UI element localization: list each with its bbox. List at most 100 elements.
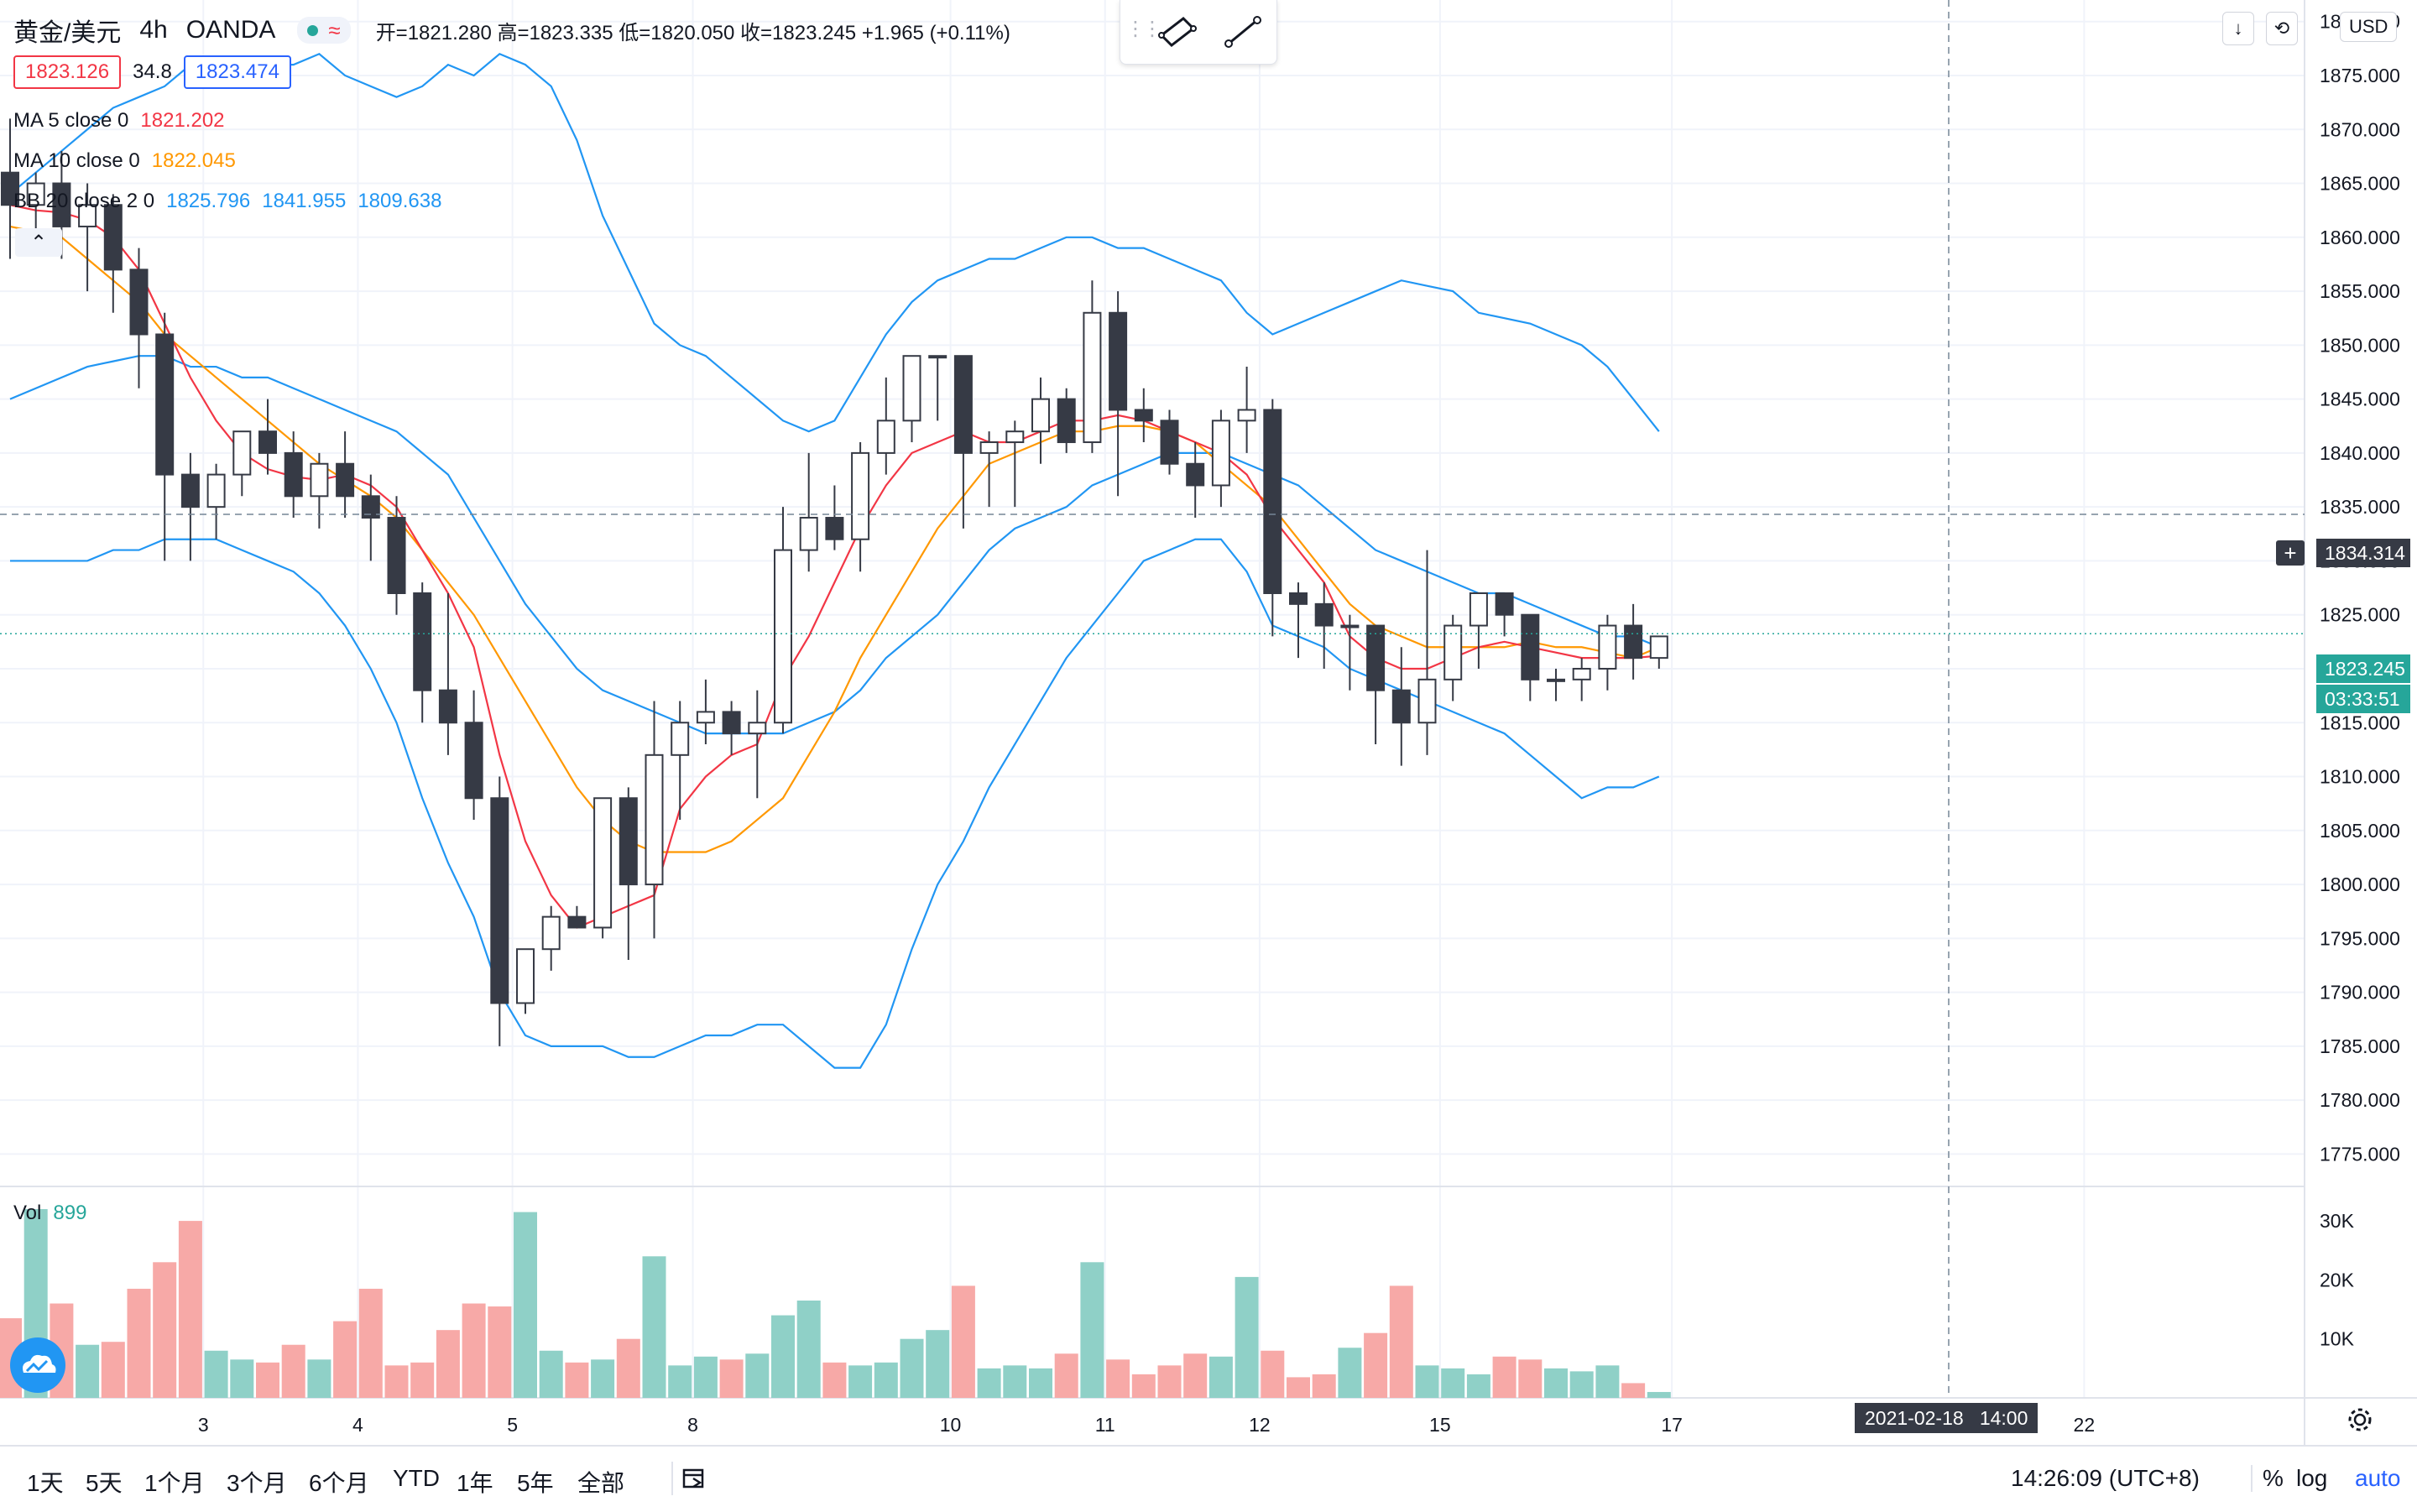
candle-body-down — [1160, 420, 1179, 465]
candle-body-down — [52, 182, 71, 227]
arrow-down-icon: ↓ — [2233, 18, 2243, 39]
volume-bar — [514, 1212, 537, 1398]
candle-body-down — [438, 689, 457, 724]
bottom-toolbar: 1天 5天 1个月 3个月 6个月 YTD 1年 5年 全部 14:26:09 … — [0, 1445, 2417, 1512]
candle-body-up — [799, 517, 818, 551]
volume-bar — [1183, 1353, 1208, 1398]
volume-bar — [1466, 1374, 1490, 1398]
drag-handle-icon[interactable]: ⋮⋮ — [1125, 18, 1162, 40]
range-5d-button[interactable]: 5天 — [86, 1470, 123, 1496]
ask-price-button[interactable]: 1823.474 — [183, 55, 291, 89]
market-status-badge[interactable]: ≈ — [297, 17, 351, 44]
volume-bar — [900, 1338, 924, 1398]
range-1y-button[interactable]: 1年 — [457, 1470, 493, 1496]
candle-body-up — [310, 462, 329, 498]
candle-body-up — [1005, 430, 1025, 444]
percent-scale-toggle[interactable]: % — [2251, 1465, 2284, 1492]
candle-body-down — [490, 797, 509, 1004]
chart-canvas[interactable]: 1880.0001875.0001870.0001865.0001860.000… — [0, 0, 2417, 1445]
range-3m-button[interactable]: 3个月 — [227, 1470, 287, 1496]
candle-body-down — [1366, 624, 1386, 691]
range-all-button[interactable]: 全部 — [577, 1470, 625, 1496]
time-tick-label: 4 — [352, 1414, 363, 1436]
time-tick-label: 12 — [1249, 1414, 1271, 1436]
candle-body-up — [1083, 311, 1102, 444]
candle-body-up — [1598, 624, 1617, 670]
bb-upper-line — [9, 52, 1660, 433]
ma10-legend[interactable]: MA 10 close 0 1822.045 — [13, 149, 236, 173]
moving-averages — [9, 204, 1660, 929]
spread-value: 34.8 — [133, 60, 172, 83]
candle-body-down — [155, 333, 175, 476]
candle-body-up — [593, 797, 613, 929]
volume-bar — [230, 1359, 254, 1398]
symbol-row: 黄金/美元 4h OANDA ≈ 开=1821.280 高=1823.335 低… — [13, 12, 1010, 49]
candle-body-up — [696, 711, 715, 724]
scroll-to-realtime-button[interactable]: ↓ — [2222, 12, 2254, 45]
candle-body-up — [1649, 635, 1668, 660]
timezone-clock[interactable]: 14:26:09 (UTC+8) — [2011, 1465, 2200, 1491]
range-5y-button[interactable]: 5年 — [517, 1470, 554, 1496]
bid-price-button[interactable]: 1823.126 — [13, 55, 122, 89]
trend-line-tool-button[interactable] — [1216, 7, 1270, 57]
candle-body-up — [774, 549, 792, 724]
candle-body-down — [103, 204, 123, 271]
candle-body-up — [1211, 420, 1230, 487]
candle-body-down — [825, 517, 844, 540]
price-tick-label: 1780.000 — [2320, 1089, 2400, 1111]
volume-bar — [822, 1362, 847, 1398]
candle-body-up — [671, 722, 690, 756]
vol-label: Vol — [13, 1202, 42, 1224]
bb-legend[interactable]: BB 20 close 2 0 1825.796 1841.955 1809.6… — [13, 190, 441, 213]
symbol-name[interactable]: 黄金/美元 — [13, 19, 122, 47]
volume-bar — [127, 1288, 151, 1398]
chart-settings-button[interactable] — [2341, 1403, 2378, 1436]
candlestick-series — [1, 118, 1668, 1046]
range-1m-button[interactable]: 1个月 — [144, 1470, 205, 1496]
volume-bar — [333, 1321, 358, 1398]
time-tick-label: 11 — [1095, 1414, 1115, 1436]
volume-bar — [1415, 1365, 1439, 1398]
ma5-legend[interactable]: MA 5 close 0 1821.202 — [13, 109, 225, 133]
volume-bar — [616, 1338, 640, 1398]
volume-bar — [1364, 1332, 1388, 1398]
volume-bar — [1080, 1262, 1104, 1398]
interval-label[interactable]: 4h — [139, 16, 168, 44]
bb-upper-value: 1841.955 — [262, 190, 347, 212]
go-to-date-button[interactable] — [671, 1462, 715, 1495]
volume-bar — [977, 1368, 1001, 1398]
range-ytd-button[interactable]: YTD — [393, 1465, 440, 1491]
crosshair-add-button[interactable]: + — [2276, 540, 2305, 566]
currency-button[interactable]: USD — [2340, 12, 2398, 42]
reset-chart-button[interactable]: ⟲ — [2266, 12, 2298, 45]
candle-body-up — [1237, 409, 1256, 422]
log-scale-toggle[interactable]: log — [2296, 1465, 2328, 1491]
volume-bar — [539, 1350, 563, 1398]
range-6m-button[interactable]: 6个月 — [309, 1470, 369, 1496]
price-tick-label: 1800.000 — [2320, 873, 2400, 895]
volume-legend[interactable]: Vol 899 — [13, 1202, 86, 1225]
tradingview-logo[interactable] — [10, 1337, 65, 1393]
volume-bar — [256, 1362, 279, 1398]
volume-bar — [204, 1350, 228, 1398]
collapse-legend-button[interactable]: ⌃ — [15, 228, 62, 257]
candle-body-up — [645, 753, 664, 886]
volume-bar — [1621, 1383, 1646, 1398]
parallel-channel-icon — [1158, 17, 1197, 47]
candle-body-down — [722, 711, 741, 735]
volume-bar — [1441, 1368, 1465, 1398]
candle-body-up — [851, 451, 870, 540]
candle-body-up — [748, 722, 767, 735]
volume-bar — [1208, 1356, 1233, 1398]
bb-basis-value: 1825.796 — [166, 190, 251, 212]
volume-bar — [178, 1221, 202, 1398]
candle-body-down — [567, 915, 587, 929]
volume-bar — [1389, 1285, 1413, 1398]
volume-bar — [848, 1365, 873, 1398]
range-1d-button[interactable]: 1天 — [27, 1470, 64, 1496]
candle-body-up — [232, 430, 252, 476]
price-tick-label: 1795.000 — [2320, 927, 2400, 949]
price-tick-label: 1845.000 — [2320, 388, 2400, 410]
auto-scale-toggle[interactable]: auto — [2355, 1465, 2401, 1491]
parallel-channel-tool-button[interactable] — [1151, 7, 1204, 57]
